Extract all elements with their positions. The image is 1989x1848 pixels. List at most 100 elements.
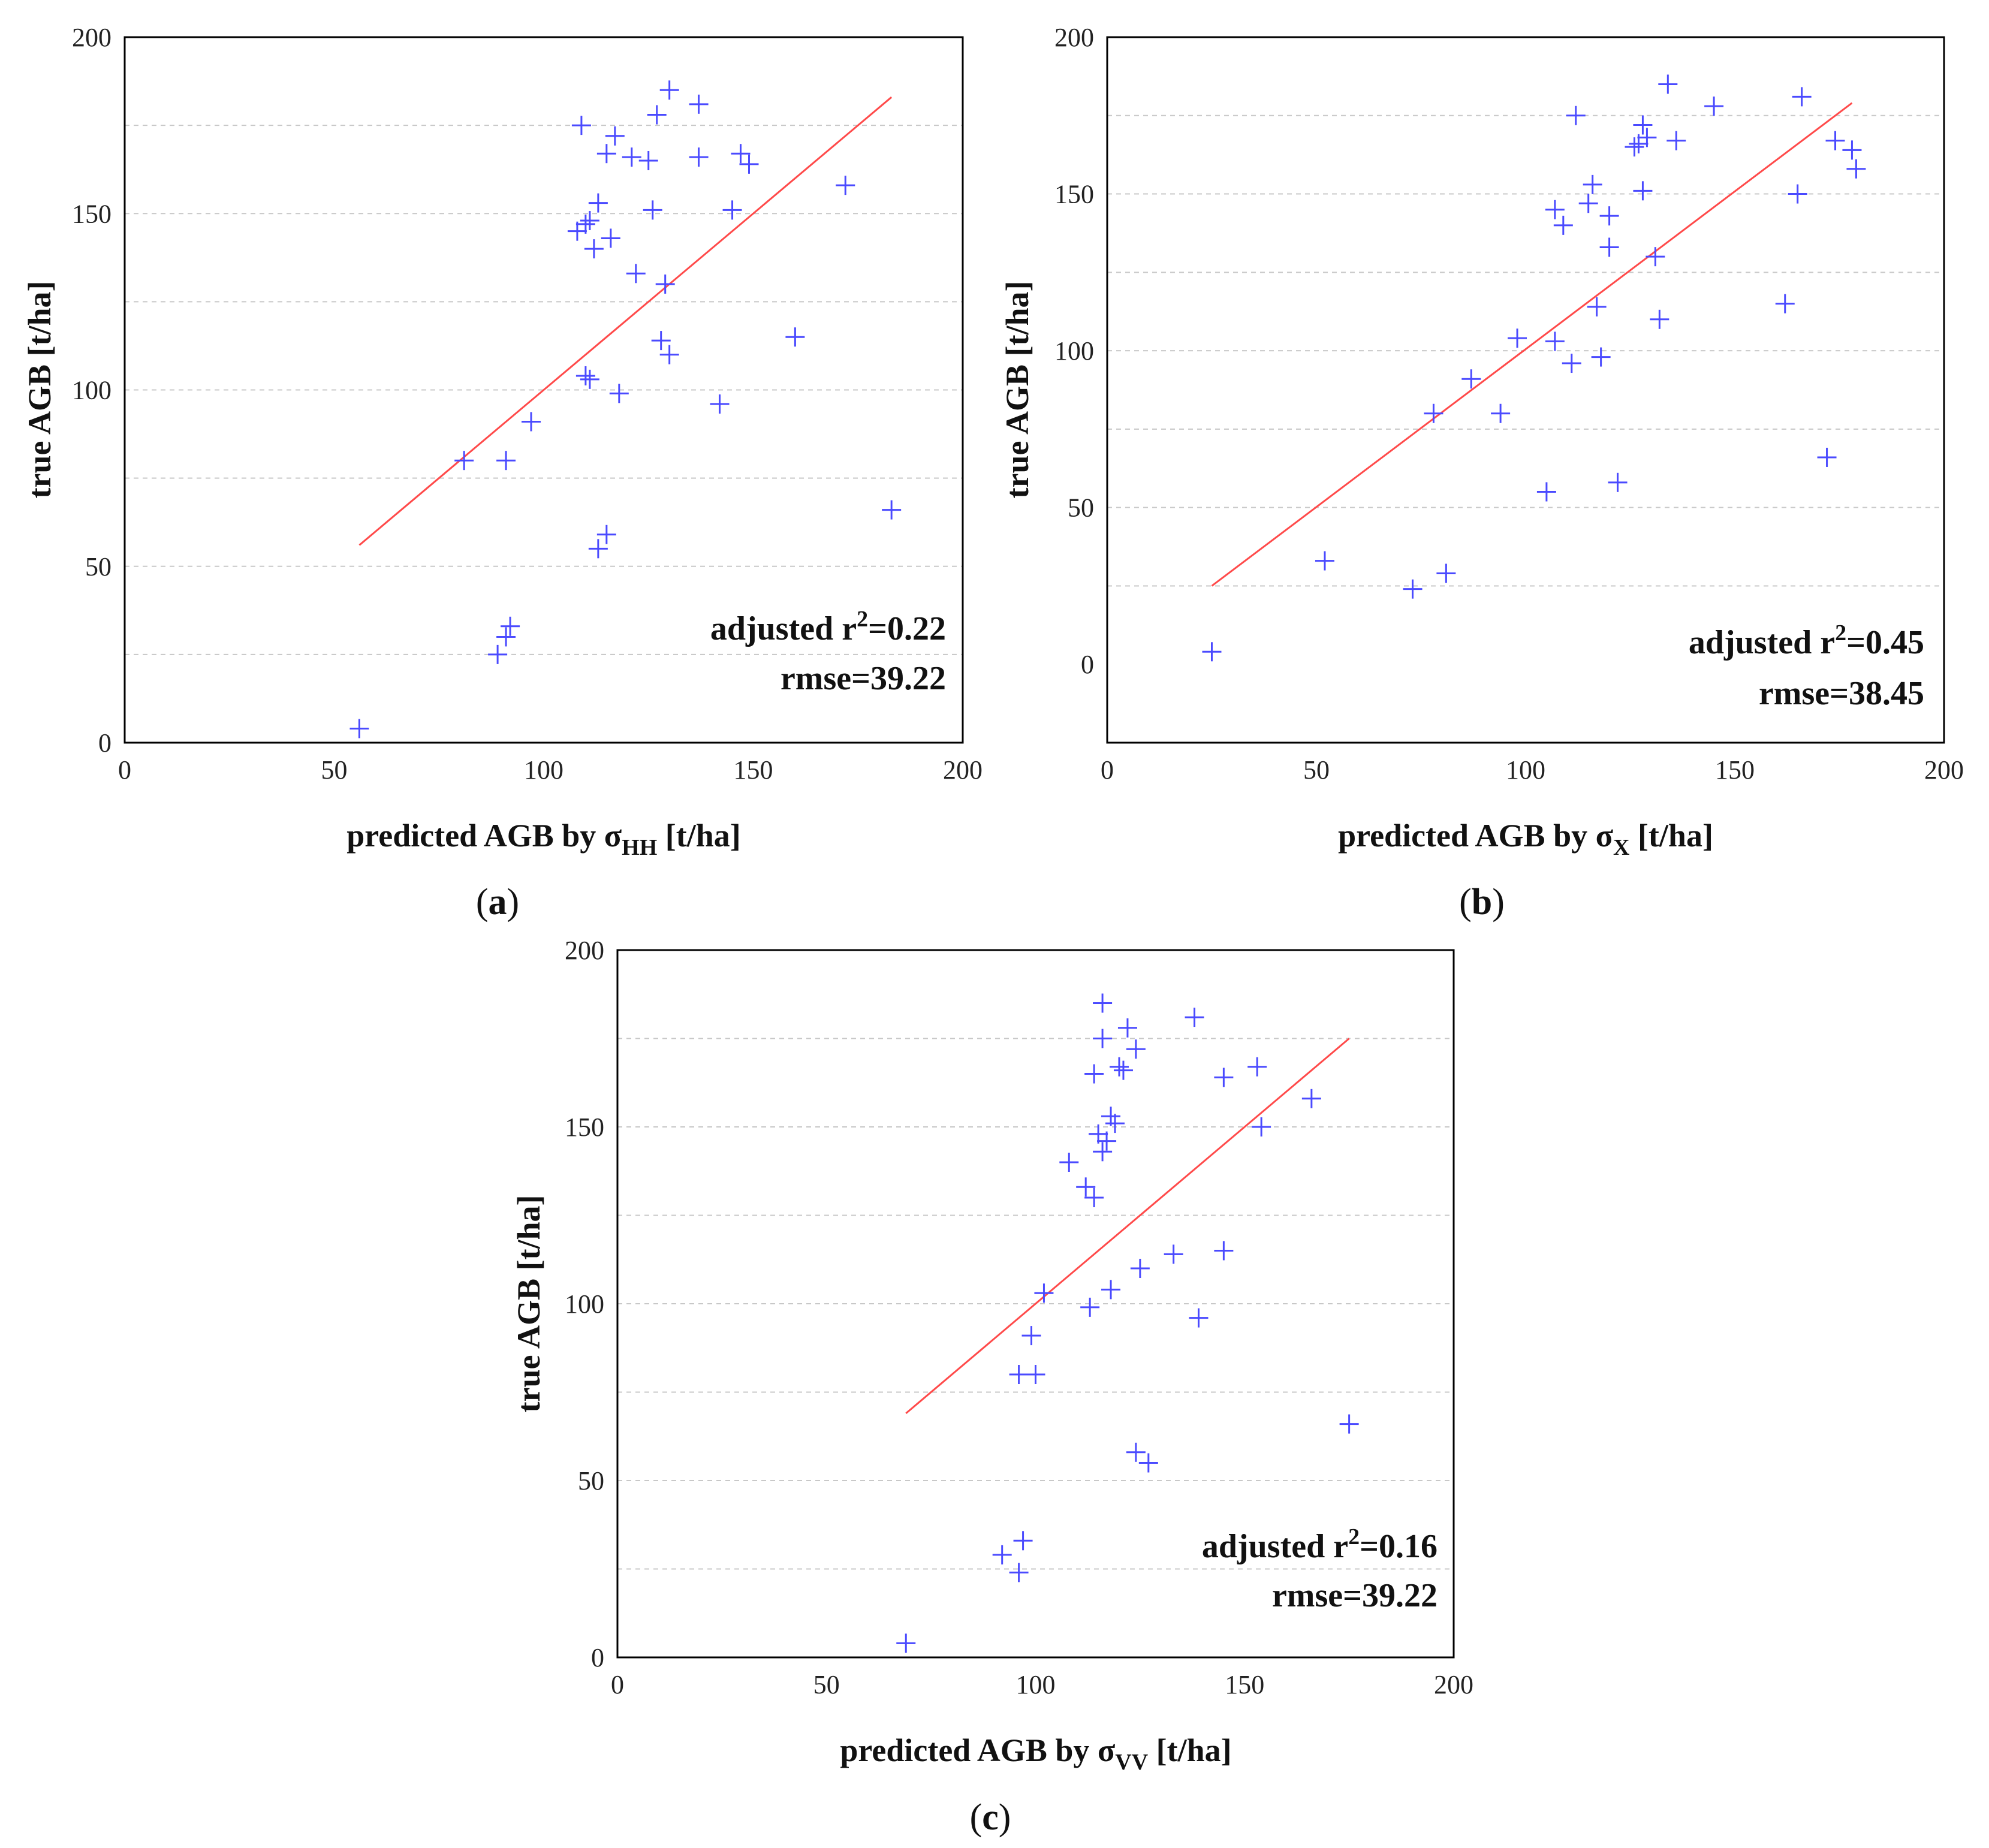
panel-a-y-tick-label: 100 [72,376,111,405]
panel-a-data-point [454,451,474,471]
panel-b-data-point [1846,159,1866,179]
panel-a-data-point [584,239,604,259]
panel-c-data-point [1093,1029,1113,1048]
panel-a-data-point [496,627,516,647]
panel-a-points [349,80,902,738]
panel-b-gridlines [1107,114,1944,587]
panel-b-x-tick-label: 50 [1303,755,1330,785]
panel-a-label: (a) [476,882,519,923]
panel-c-y-tick-label: 150 [565,1113,604,1142]
panel-a-gridlines [125,125,963,655]
panel-a-data-point [349,719,369,738]
panel-a-data-point [689,94,709,114]
panel-c-y-tick-label: 200 [565,936,604,965]
panel-b-points [1202,74,1866,662]
panel-c: 0 50 100 150 200 0 50 100 150 200 true AGB [t/ha]… [511,936,1473,1838]
panel-b-data-point [1633,181,1653,201]
panel-a-rmse-annotation: rmse=39.22 [780,660,946,697]
panel-a-data-point [882,500,902,520]
panel-a-y-tick-label: 0 [98,728,111,758]
panel-b-data-point [1625,137,1644,157]
panel-a-data-point [689,147,709,167]
panel-c-data-point [1084,1064,1104,1084]
panel-c-points [896,993,1359,1653]
panel-c-data-point [1093,1142,1113,1162]
panel-c-y-axis-title: true AGB [t/ha] [511,1195,547,1413]
panel-a-data-point [601,228,620,248]
panel-a-data-point [643,200,662,220]
panel-c-r2-annotation: adjusted r2=0.16 [1202,1524,1437,1565]
panel-b-data-point [1562,354,1581,373]
panel-a-y-tick-label: 50 [85,552,111,581]
panel-c-data-point [1105,1114,1125,1133]
panel-a-data-point [575,366,595,385]
panel-c-data-point [1126,1442,1146,1462]
panel-c-data-point [1076,1177,1096,1197]
panel-a-data-point [651,331,671,351]
panel-c-y-tick-label: 0 [591,1643,604,1672]
panel-c-data-point [1126,1039,1146,1059]
panel-b-ticks: 0 50 100 150 200 0 50 100 150 200 [1054,23,1964,785]
panel-b-data-point [1553,215,1573,235]
panel-a-data-point [588,539,608,559]
panel-b-data-point [1403,579,1423,599]
panel-b-y-axis-title: true AGB [t/ha] [999,281,1035,499]
panel-c-data-point [1164,1244,1183,1264]
panel-c-data-point [1093,993,1113,1013]
panel-b-data-point [1566,105,1586,125]
panel-a-data-point [647,105,667,125]
panel-b-data-point [1775,294,1795,313]
panel-b-data-point [1637,128,1657,147]
panel-b-rmse-annotation: rmse=38.45 [1759,675,1924,712]
panel-c-plot-frame [616,949,1455,1659]
panel-a-x-tick-label: 150 [734,755,773,785]
panel-a-data-point [785,327,805,347]
panel-a-data-point [731,144,751,164]
panel-c-x-tick-label: 50 [813,1670,840,1699]
panel-c-data-point [1247,1057,1267,1077]
panel-a-x-tick-label: 200 [943,755,983,785]
panel-c-data-point [1110,1057,1129,1077]
panel-c-x-tick-label: 200 [1434,1670,1473,1699]
panel-c-data-point [1026,1365,1045,1384]
panel-a-data-point [622,147,641,167]
panel-a-x-tick-label: 100 [524,755,563,785]
panel-c-data-point [1117,1018,1137,1038]
panel-c-data-point [1138,1453,1158,1473]
panel-a-data-point [571,116,591,135]
panel-c-data-point [1301,1089,1321,1108]
panel-a-data-point [722,200,742,220]
panel-b-y-tick-label: 50 [1068,493,1094,523]
panel-a-data-point [659,80,679,100]
panel-c-data-point [1097,1131,1117,1151]
panel-b: 0 50 100 150 200 0 50 100 150 200 true AGB [t/ha]… [999,23,1964,923]
panel-c-data-point [1059,1153,1079,1172]
panel-a-data-point [655,274,675,294]
panel-b-data-point [1545,200,1565,219]
panel-a-data-point [626,264,646,284]
panel-a-data-point [501,616,520,636]
panel-a-data-point [638,150,658,170]
panel-c-data-point [1214,1068,1234,1087]
panel-a-data-point [580,211,599,231]
panel-b-data-point [1825,131,1845,150]
panel-b-x-tick-label: 150 [1715,755,1755,785]
panel-b-data-point [1608,472,1628,492]
panel-c-label: (c) [970,1797,1011,1838]
panel-c-ticks: 0 50 100 150 200 0 50 100 150 200 [565,936,1473,1699]
panel-b-fit-line [1211,102,1853,587]
panel-a-data-point [609,384,629,403]
panel-b-y-tick-label: 150 [1054,180,1094,209]
panel-a-data-point [596,144,616,164]
panel-a-data-point [488,644,508,664]
panel-b-data-point [1545,331,1565,351]
panel-a-y-tick-label: 200 [72,23,111,52]
panel-c-data-point [1080,1297,1100,1317]
panel-c-data-point [1009,1563,1029,1582]
panel-c-y-tick-label: 50 [578,1466,604,1496]
panel-a-data-point [588,193,608,213]
panel-c-data-point [1013,1531,1033,1551]
panel-a-data-point [575,214,595,234]
panel-a-y-axis-title: true AGB [t/ha] [22,281,58,499]
panel-b-data-point [1508,328,1527,348]
